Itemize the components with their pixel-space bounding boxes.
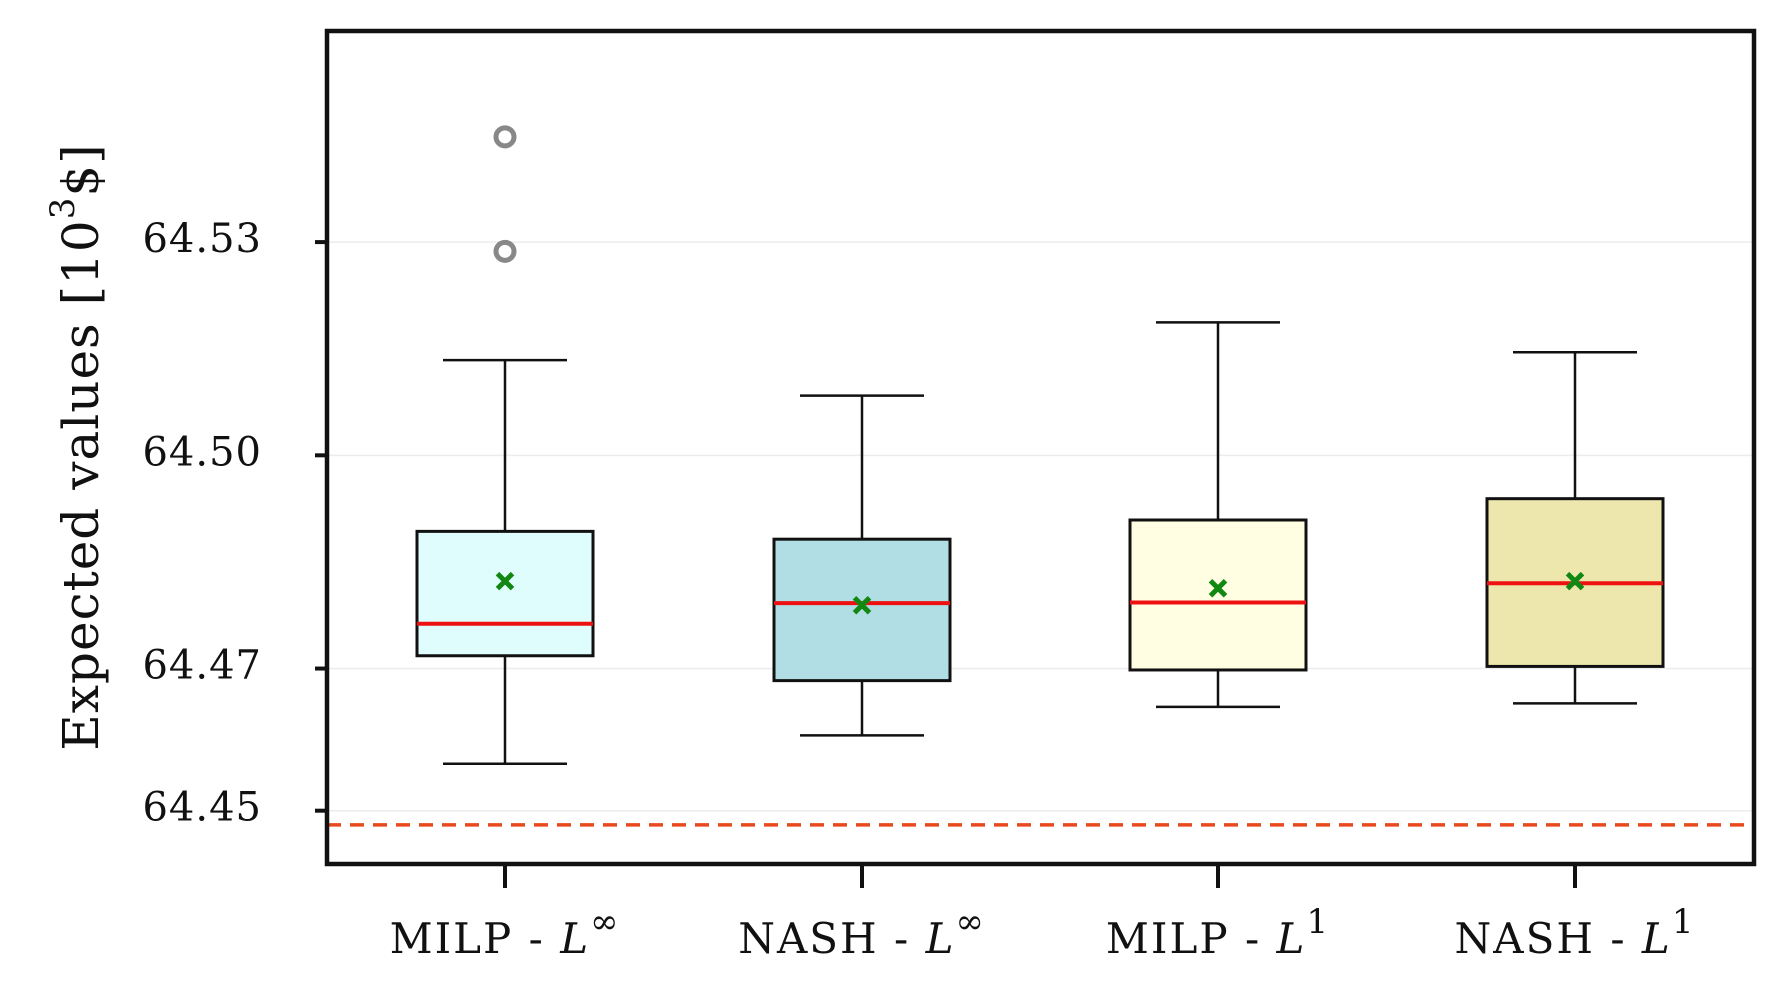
y-axis-label-superscript: 3	[43, 197, 83, 220]
x-tick-label: NASH - L∞	[738, 902, 986, 963]
x-tick-label: NASH - L1	[1455, 902, 1696, 963]
y-tick-label: 64.50	[142, 429, 262, 475]
box-group-3	[1128, 321, 1308, 709]
mean-marker-stroke	[495, 571, 515, 591]
y-tick-label: 64.53	[142, 216, 262, 262]
box-group-2	[772, 394, 952, 737]
x-tick-label-variable: L	[559, 914, 590, 963]
mean-marker	[1565, 571, 1585, 591]
outlier-point-2	[493, 125, 517, 149]
x-tick-label-variable: L	[1641, 914, 1672, 963]
x-tick-label-main: MILP -	[1106, 914, 1277, 963]
y-axis-label: Expected values [103$]	[43, 143, 110, 750]
y-tick-label: 64.47	[142, 643, 262, 689]
x-tick-label-main: NASH -	[738, 914, 925, 963]
x-tick-label-superscript: 1	[1672, 902, 1696, 942]
iqr-box	[415, 529, 595, 658]
y-axis-ticks: 64.45 64.47 64.50 64.53	[142, 216, 327, 831]
y-axis-label-suffix: $]	[52, 143, 110, 196]
outlier-point-1	[493, 239, 517, 263]
y-tick-label: 64.45	[142, 785, 262, 831]
y-axis-label-main: Expected values [10	[52, 219, 110, 750]
box-group-1	[415, 125, 595, 766]
x-tick-label-main: MILP -	[390, 914, 561, 963]
x-tick-label-superscript: ∞	[590, 902, 620, 942]
x-tick-label-superscript: 1	[1306, 902, 1330, 942]
mean-marker	[495, 571, 515, 591]
plot-frame	[324, 28, 1757, 867]
grid-lines	[327, 241, 1754, 812]
iqr-box	[1128, 518, 1308, 672]
mean-marker-stroke	[1565, 571, 1585, 591]
iqr-box	[772, 537, 952, 683]
mean-marker-stroke	[1208, 578, 1228, 598]
plot-area-background	[327, 31, 1754, 864]
x-tick-label-superscript: ∞	[955, 902, 985, 942]
x-axis-ticks: MILP - L∞ NASH - L∞ MILP - L1 NASH - L1	[390, 864, 1696, 963]
mean-marker-stroke	[852, 596, 872, 615]
x-tick-label-main: NASH -	[1455, 914, 1642, 963]
mean-marker	[852, 596, 872, 615]
mean-marker	[1208, 578, 1228, 598]
box-group-4	[1485, 351, 1665, 705]
x-tick-label-variable: L	[1276, 914, 1307, 963]
boxes-layer	[415, 125, 1665, 766]
x-tick-label: MILP - L∞	[390, 902, 621, 963]
x-tick-label-variable: L	[925, 914, 956, 963]
x-tick-label: MILP - L1	[1106, 902, 1330, 963]
